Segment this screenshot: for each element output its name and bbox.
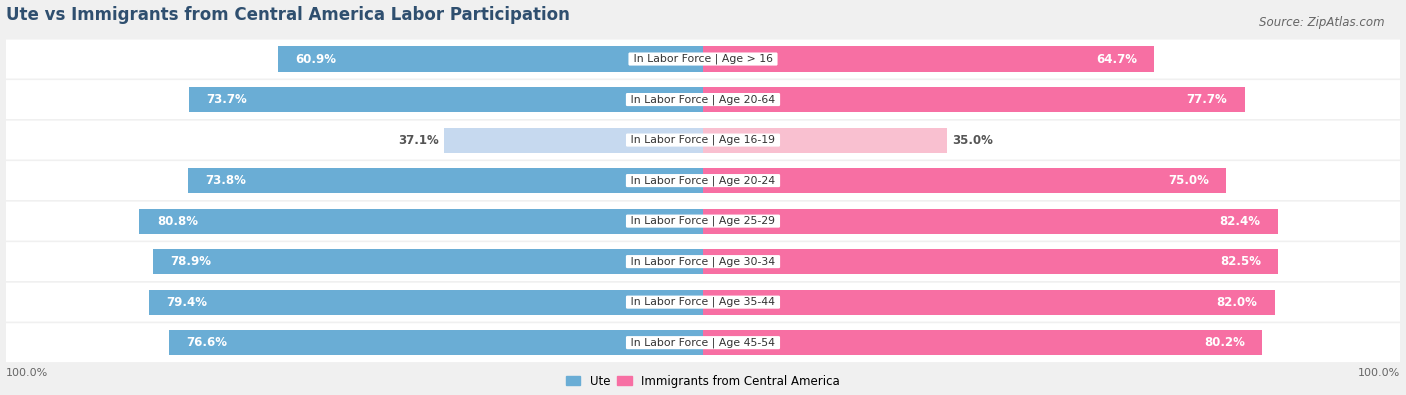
Text: In Labor Force | Age 16-19: In Labor Force | Age 16-19 [627, 135, 779, 145]
Text: 77.7%: 77.7% [1187, 93, 1227, 106]
Text: 73.7%: 73.7% [207, 93, 247, 106]
Text: In Labor Force | Age 35-44: In Labor Force | Age 35-44 [627, 297, 779, 307]
Text: 80.8%: 80.8% [157, 214, 198, 228]
Text: 100.0%: 100.0% [1358, 368, 1400, 378]
Text: 60.9%: 60.9% [295, 53, 336, 66]
FancyBboxPatch shape [1, 80, 1405, 119]
Legend: Ute, Immigrants from Central America: Ute, Immigrants from Central America [561, 370, 845, 392]
Bar [169, 330, 703, 355]
Bar [188, 87, 703, 112]
Text: Ute vs Immigrants from Central America Labor Participation: Ute vs Immigrants from Central America L… [6, 6, 569, 24]
FancyBboxPatch shape [1, 283, 1405, 322]
Bar [703, 330, 1263, 355]
Text: In Labor Force | Age 20-24: In Labor Force | Age 20-24 [627, 175, 779, 186]
Text: 100.0%: 100.0% [6, 368, 48, 378]
Bar [153, 249, 703, 274]
Bar [703, 47, 1154, 71]
Bar [188, 168, 703, 193]
Text: In Labor Force | Age 20-64: In Labor Force | Age 20-64 [627, 94, 779, 105]
Bar [444, 128, 703, 152]
Bar [703, 128, 948, 152]
FancyBboxPatch shape [1, 120, 1405, 160]
Bar [703, 168, 1226, 193]
Text: Source: ZipAtlas.com: Source: ZipAtlas.com [1260, 16, 1385, 29]
FancyBboxPatch shape [1, 202, 1405, 241]
Bar [139, 209, 703, 234]
Text: 82.0%: 82.0% [1216, 295, 1257, 308]
Text: 79.4%: 79.4% [167, 295, 208, 308]
Bar [703, 290, 1275, 315]
Bar [149, 290, 703, 315]
Text: 75.0%: 75.0% [1168, 174, 1209, 187]
Text: 82.5%: 82.5% [1220, 255, 1261, 268]
Text: 82.4%: 82.4% [1219, 214, 1260, 228]
Text: 37.1%: 37.1% [398, 134, 439, 147]
Text: In Labor Force | Age 45-54: In Labor Force | Age 45-54 [627, 337, 779, 348]
Bar [703, 87, 1244, 112]
Text: In Labor Force | Age 25-29: In Labor Force | Age 25-29 [627, 216, 779, 226]
Bar [703, 209, 1278, 234]
Text: 35.0%: 35.0% [953, 134, 994, 147]
FancyBboxPatch shape [1, 323, 1405, 362]
Text: 78.9%: 78.9% [170, 255, 211, 268]
Text: In Labor Force | Age 30-34: In Labor Force | Age 30-34 [627, 256, 779, 267]
Text: 64.7%: 64.7% [1095, 53, 1137, 66]
Text: 73.8%: 73.8% [205, 174, 246, 187]
Text: In Labor Force | Age > 16: In Labor Force | Age > 16 [630, 54, 776, 64]
FancyBboxPatch shape [1, 161, 1405, 200]
Bar [278, 47, 703, 71]
Text: 80.2%: 80.2% [1204, 336, 1244, 349]
Bar [703, 249, 1278, 274]
FancyBboxPatch shape [1, 242, 1405, 281]
Text: 76.6%: 76.6% [186, 336, 228, 349]
FancyBboxPatch shape [1, 40, 1405, 79]
